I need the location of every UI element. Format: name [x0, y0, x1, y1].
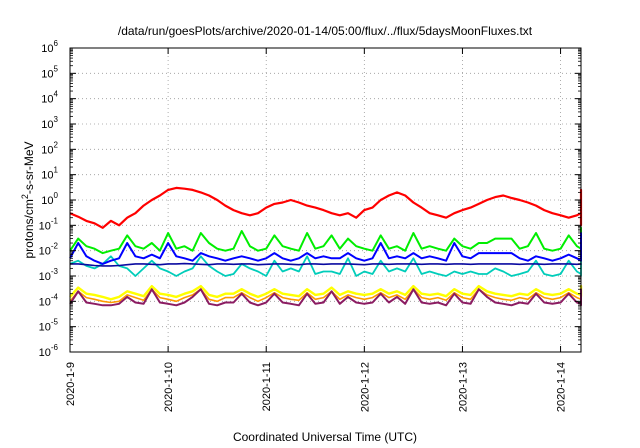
chart-title: /data/run/goesPlots/archive/2020-01-14/0…	[118, 24, 533, 38]
x-tick-label: 2020-1-9	[65, 362, 77, 406]
y-tick-label: 10-6	[39, 343, 59, 359]
y-tick-label: 10-5	[39, 318, 59, 334]
y-tick-label: 10-1	[39, 216, 59, 232]
y-axis-label-unit: protons/cm	[22, 199, 36, 258]
y-tick-label: 10-3	[39, 267, 59, 283]
y-tick-label: 106	[41, 39, 58, 55]
x-tick-label: 2020-1-11	[261, 362, 273, 411]
y-tick-label: 102	[41, 140, 58, 156]
y-tick-label: 105	[41, 64, 58, 80]
grid-lines	[70, 48, 581, 352]
series-line-3	[69, 255, 582, 277]
x-tick-label: 2020-1-10	[163, 362, 175, 412]
x-axis-ticks: 2020-1-9 2020-1-10 2020-1-11 2020-1-12 2020-…	[65, 48, 568, 412]
y-tick-label: 10-4	[39, 292, 59, 308]
y-tick-label: 104	[41, 90, 58, 106]
series-lines	[69, 186, 583, 307]
y-tick-label: 101	[41, 166, 58, 182]
x-tick-label: 2020-1-14	[556, 362, 568, 412]
series-line-2	[69, 226, 582, 255]
y-axis-label-rest: -s-sr-MeV	[22, 141, 36, 194]
series-line-1	[69, 186, 583, 229]
x-tick-label: 2020-1-12	[359, 362, 371, 412]
y-axis-label: protons/cm2-s-sr-MeV	[20, 141, 36, 258]
y-axis-label-superscript: 2	[20, 194, 30, 199]
y-tick-label: 100	[41, 191, 58, 207]
y-tick-label: 10-2	[39, 242, 59, 258]
y-axis-ticks: 10-6 10-5 10-4 10-3 10-2 10-1 100 101 102 103 104 1…	[39, 39, 581, 359]
x-axis-label: Coordinated Universal Time (UTC)	[233, 430, 417, 444]
y-tick-label: 103	[41, 115, 58, 131]
x-tick-label: 2020-1-13	[457, 362, 469, 412]
